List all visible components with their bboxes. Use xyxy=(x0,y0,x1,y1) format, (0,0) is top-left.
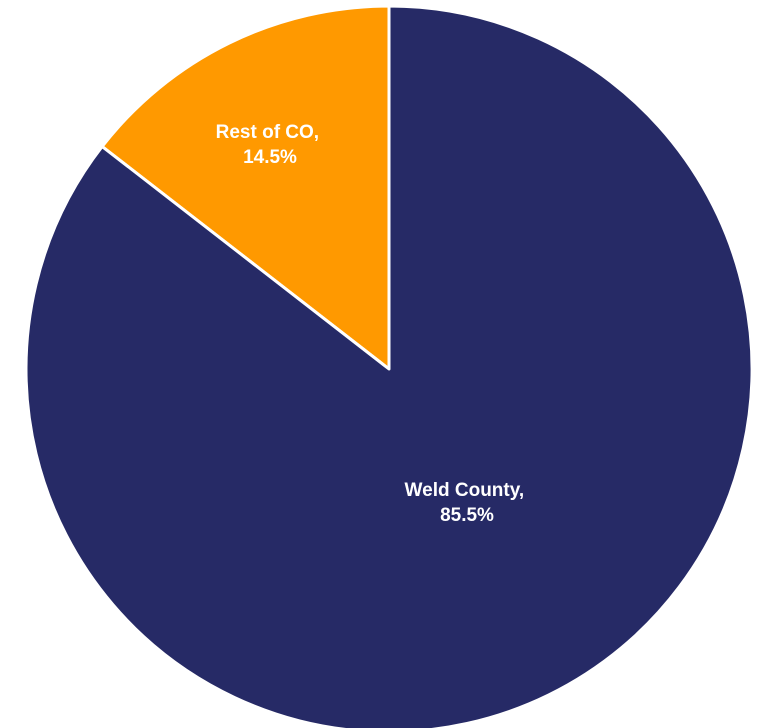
slice-label-weld-county-value: 85.5% xyxy=(440,505,494,526)
labels-layer: Rest of CO, 14.5% Weld County, 85.5% xyxy=(216,122,530,526)
slices-layer xyxy=(24,4,754,728)
pie-slice-weld-county xyxy=(24,4,754,728)
pie-slice-rest-of-co xyxy=(100,4,391,371)
slice-label-rest-of-co-value: 14.5% xyxy=(243,147,297,168)
slice-label-weld-county-name: Weld County, xyxy=(405,480,525,501)
slice-label-rest-of-co-name: Rest of CO, xyxy=(216,122,319,143)
slice-label-rest-of-co: Rest of CO, 14.5% xyxy=(216,122,325,168)
slice-label-weld-county: Weld County, 85.5% xyxy=(405,480,530,526)
